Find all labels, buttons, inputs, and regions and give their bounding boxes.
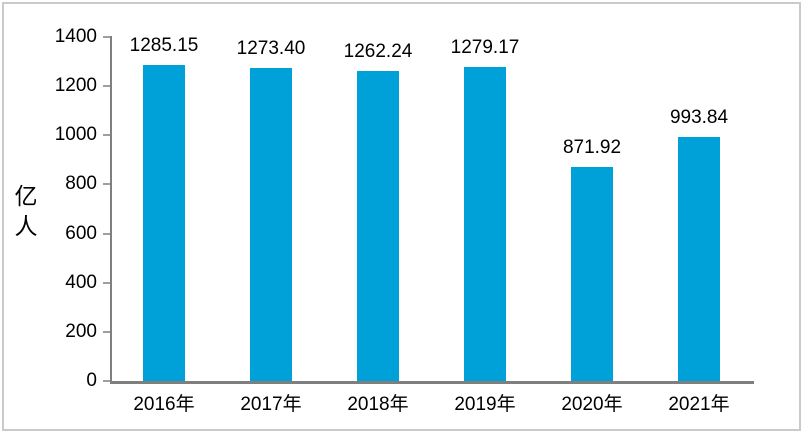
y-tick-mark (103, 85, 110, 88)
y-tick-mark (103, 36, 110, 38)
y-axis-title: 亿人 (14, 183, 38, 239)
bar-2020年 (571, 166, 613, 381)
bar-value-label: 993.84 (669, 106, 729, 128)
y-tick-label: 1400 (54, 26, 97, 47)
x-tick-label: 2016年 (133, 394, 195, 415)
x-tick-label: 2018年 (347, 394, 409, 415)
x-tick-label: 2019年 (454, 394, 516, 415)
bar-2021年 (678, 136, 720, 381)
y-tick-mark (103, 183, 110, 186)
x-axis-line (110, 381, 754, 384)
y-tick-mark (103, 330, 110, 333)
bar-2019年 (464, 66, 506, 381)
chart-outer-border (2, 2, 801, 431)
y-tick-label: 1200 (54, 75, 97, 97)
bar-2018年 (357, 70, 399, 381)
y-tick-label: 200 (65, 320, 97, 342)
y-tick-mark (103, 134, 110, 137)
x-tick-label: 2017年 (240, 394, 302, 415)
y-tick-mark (103, 380, 110, 382)
bar-value-label: 871.92 (562, 136, 622, 158)
bar-2017年 (250, 68, 292, 381)
bar-value-label: 1285.15 (129, 35, 199, 57)
y-tick-mark (103, 281, 110, 284)
x-tick-label: 2021年 (668, 394, 730, 415)
y-tick-label: 800 (65, 173, 97, 195)
x-tick-label: 2020年 (561, 394, 623, 415)
bar-value-label: 1279.17 (450, 36, 520, 58)
bar-value-label: 1262.24 (343, 40, 413, 62)
y-tick-mark (103, 232, 110, 235)
y-tick-label: 0 (86, 370, 97, 391)
bar-2016年 (143, 65, 185, 381)
y-tick-label: 600 (65, 222, 97, 244)
y-tick-label: 1000 (54, 124, 97, 146)
y-tick-label: 400 (65, 271, 97, 293)
y-axis-line (110, 36, 112, 382)
bar-value-label: 1273.40 (236, 38, 306, 60)
